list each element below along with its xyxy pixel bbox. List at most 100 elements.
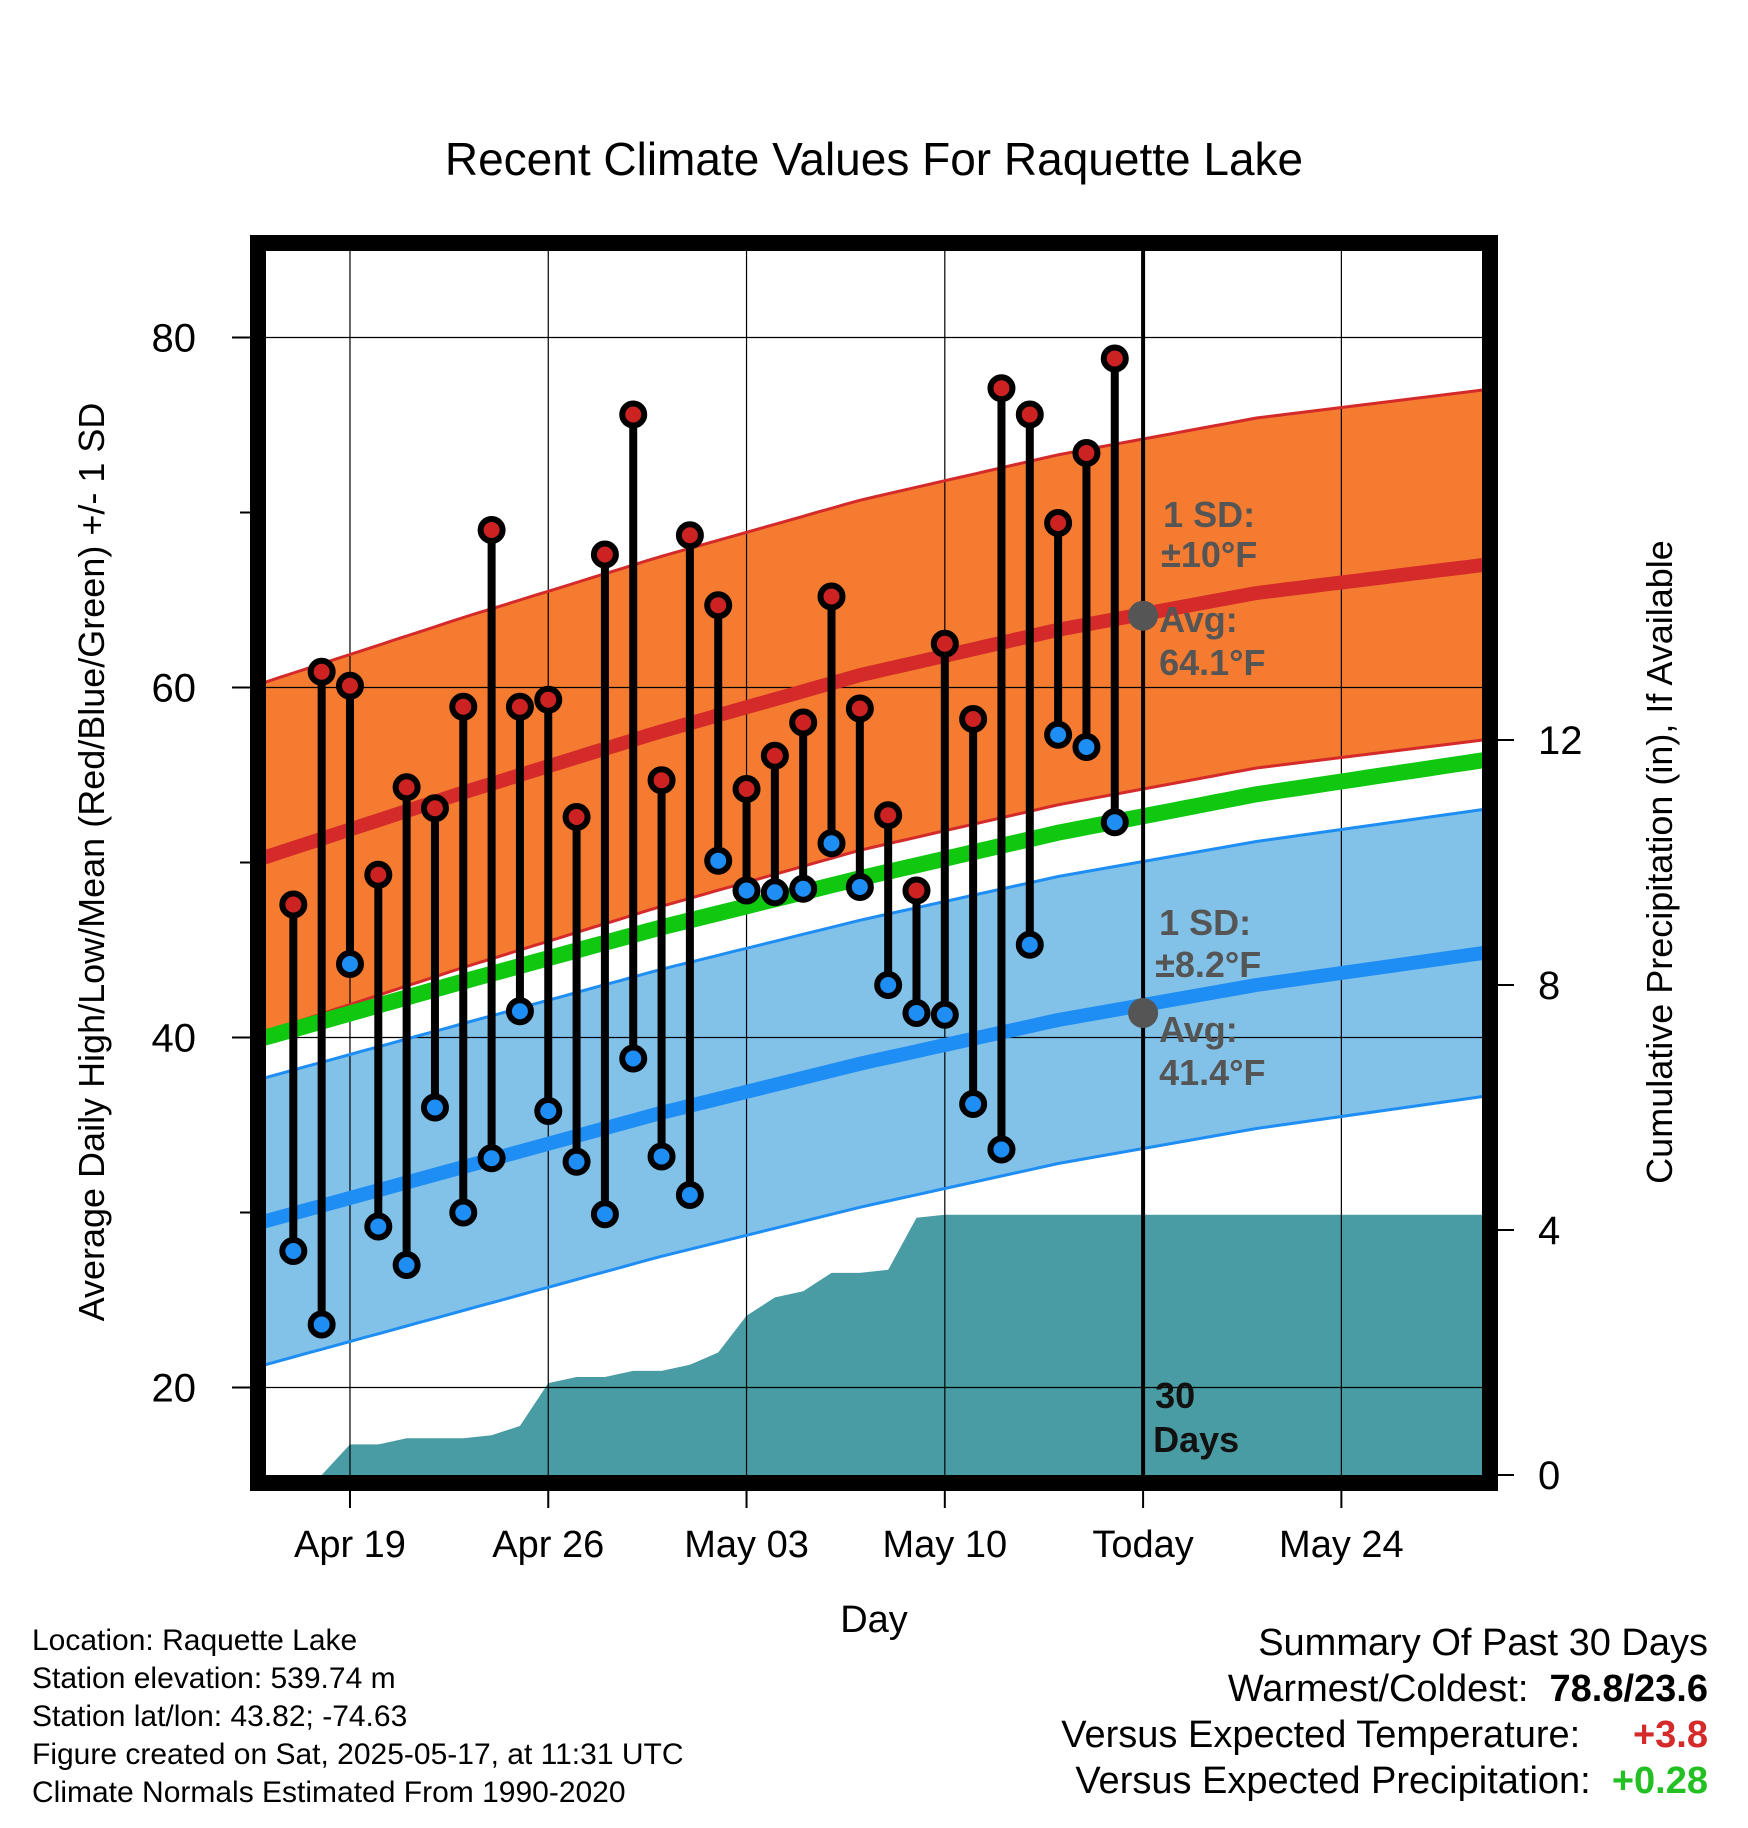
daily-high-point — [449, 692, 478, 721]
daily-low-point — [987, 1135, 1016, 1164]
high-avg-label: Avg: — [1159, 599, 1238, 640]
daily-high-point — [364, 860, 393, 889]
daily-high-point — [477, 516, 506, 544]
daily-low-point — [647, 1142, 676, 1171]
summary-temp: Versus Expected Temperature: +3.8 — [1061, 1712, 1708, 1758]
normal-lines-layer — [265, 388, 1483, 1367]
y2-tick-label: 0 — [1538, 1454, 1560, 1498]
daily-low-point — [930, 1000, 959, 1029]
daily-low-point — [1100, 808, 1129, 837]
daily-high-point — [930, 629, 959, 658]
y-tick-label: 40 — [152, 1017, 197, 1061]
latlon-text: Station lat/lon: 43.82; -74.63 — [32, 1700, 408, 1733]
daily-low-point — [1015, 930, 1044, 959]
x-tick-label: May 03 — [684, 1524, 809, 1566]
daily-low-point — [704, 846, 733, 875]
daily-low-point — [619, 1044, 648, 1073]
daily-low-point — [1044, 720, 1073, 749]
axes-layer — [232, 336, 1514, 1508]
daily-high-point — [902, 876, 931, 905]
daily-high-point — [534, 685, 563, 714]
temp-vs-expected-value: +3.8 — [1632, 1714, 1708, 1756]
daily-high-point — [845, 694, 874, 723]
daily-high-point — [959, 705, 988, 733]
plot-frame — [250, 235, 1498, 1491]
x-tick-label: Today — [1092, 1524, 1193, 1566]
y-tick-label: 60 — [152, 667, 197, 711]
daily-low-point — [902, 999, 931, 1027]
y-tick-label: 20 — [152, 1367, 197, 1411]
high-minus-sd-edge — [265, 738, 1483, 1034]
daily-high-point — [505, 692, 534, 721]
daily-low-point — [874, 971, 903, 999]
daily-high-point — [1100, 344, 1129, 373]
x-tick-label: May 24 — [1279, 1524, 1404, 1566]
avg-high-line — [265, 557, 1483, 865]
daily-low-point — [335, 950, 364, 978]
cumulative-precip-area — [293, 1214, 1483, 1475]
warm-cold-label: Warmest/Coldest: — [1227, 1668, 1529, 1710]
y2-tick-label: 4 — [1538, 1209, 1560, 1253]
daily-low-point — [420, 1093, 449, 1122]
created-text: Figure created on Sat, 2025-05-17, at 11… — [32, 1738, 684, 1771]
y2-tick-label: 12 — [1538, 719, 1583, 763]
low-sd-value: ±8.2°F — [1155, 944, 1261, 985]
location-text: Location: Raquette Lake — [32, 1624, 358, 1657]
daily-high-point — [760, 741, 789, 770]
summary-title: Summary Of Past 30 Days — [1258, 1622, 1708, 1664]
x-tick-label: May 10 — [883, 1524, 1008, 1566]
daily-high-point — [279, 890, 308, 919]
daily-low-point — [477, 1144, 506, 1173]
period-label-number: 30 — [1155, 1375, 1195, 1416]
daily-high-point — [647, 766, 676, 795]
daily-low-point — [1072, 733, 1101, 761]
daily-low-point — [789, 874, 818, 903]
daily-low-point — [590, 1200, 619, 1229]
station-info: Location: Raquette Lake Station elevatio… — [32, 1622, 684, 1812]
normal-bands-layer — [265, 390, 1483, 1365]
daily-low-point — [562, 1147, 591, 1176]
summary-panel: Summary Of Past 30 Days Warmest/Coldest:… — [1061, 1620, 1708, 1804]
daily-high-point — [420, 794, 449, 823]
daily-low-point — [817, 829, 846, 858]
avg-low-line — [265, 945, 1483, 1229]
precipitation-area-layer — [293, 1214, 1483, 1475]
high-sd-band — [265, 390, 1483, 1033]
daily-high-point — [675, 521, 704, 550]
daily-high-point — [1044, 509, 1073, 537]
low-minus-sd-edge — [265, 1094, 1483, 1367]
period-label-unit: Days — [1153, 1419, 1239, 1460]
high-plus-sd-edge — [265, 388, 1483, 684]
daily-low-point — [307, 1310, 336, 1339]
daily-low-point — [392, 1251, 421, 1279]
avg-mean-line — [265, 752, 1483, 1046]
daily-high-point — [732, 775, 761, 803]
low-plus-sd-edge — [265, 807, 1483, 1080]
daily-low-point — [675, 1181, 704, 1209]
high-avg-value: 64.1°F — [1159, 642, 1265, 683]
daily-high-point — [704, 591, 733, 620]
summary-warm-cold: Warmest/Coldest: 78.8/23.6 — [1061, 1666, 1708, 1712]
daily-high-point — [1072, 439, 1101, 467]
daily-low-point — [732, 876, 761, 905]
daily-low-point — [760, 878, 789, 907]
summary-precip: Versus Expected Precipitation: +0.28 — [1061, 1758, 1708, 1804]
today-low-avg-marker — [1128, 998, 1159, 1028]
daily-high-point — [392, 773, 421, 802]
daily-high-point — [562, 803, 591, 831]
high-sd-value: ±10°F — [1161, 534, 1257, 575]
daily-high-point — [874, 801, 903, 830]
observed-temperature-layer — [279, 344, 1129, 1339]
daily-low-point — [449, 1198, 478, 1227]
temp-vs-expected-label: Versus Expected Temperature: — [1061, 1714, 1581, 1756]
daily-low-point — [505, 997, 534, 1026]
low-sd-label: 1 SD: — [1159, 902, 1251, 943]
low-sd-band — [265, 809, 1483, 1365]
precip-vs-expected-label: Versus Expected Precipitation: — [1075, 1760, 1591, 1802]
precip-vs-expected-value: +0.28 — [1611, 1760, 1708, 1802]
y-axis-label: Average Daily High/Low/Mean (Red/Blue/Gr… — [71, 403, 112, 1322]
daily-high-point — [987, 374, 1016, 403]
elevation-text: Station elevation: 539.74 m — [32, 1662, 396, 1695]
